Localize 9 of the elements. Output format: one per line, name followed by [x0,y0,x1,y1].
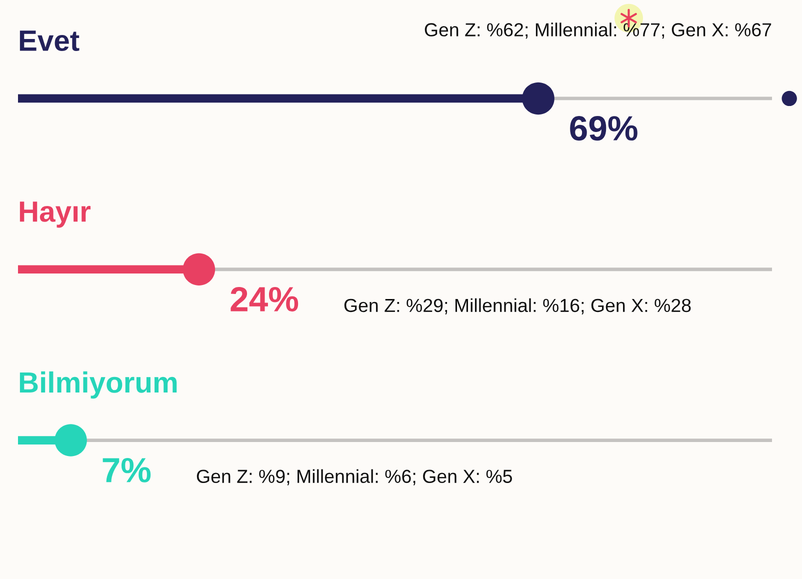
data-label: 24% [230,286,298,312]
y-tick-label: Bilmiyorum [20,371,177,399]
data-label: 7% [102,458,151,482]
y-tick-label: Evet [20,30,80,52]
annotation: Gen Z: %9; Millennial: %6; Gen X: %5 [196,469,512,486]
data-label: 69% [570,116,638,141]
annotation: Gen Z: %62; Millennial: %77; Gen X: %67 [424,22,772,39]
y-tick-label: Hayır [20,202,91,228]
annotation: Gen Z: %29; Millennial: %16; Gen X: %28 [344,298,691,314]
